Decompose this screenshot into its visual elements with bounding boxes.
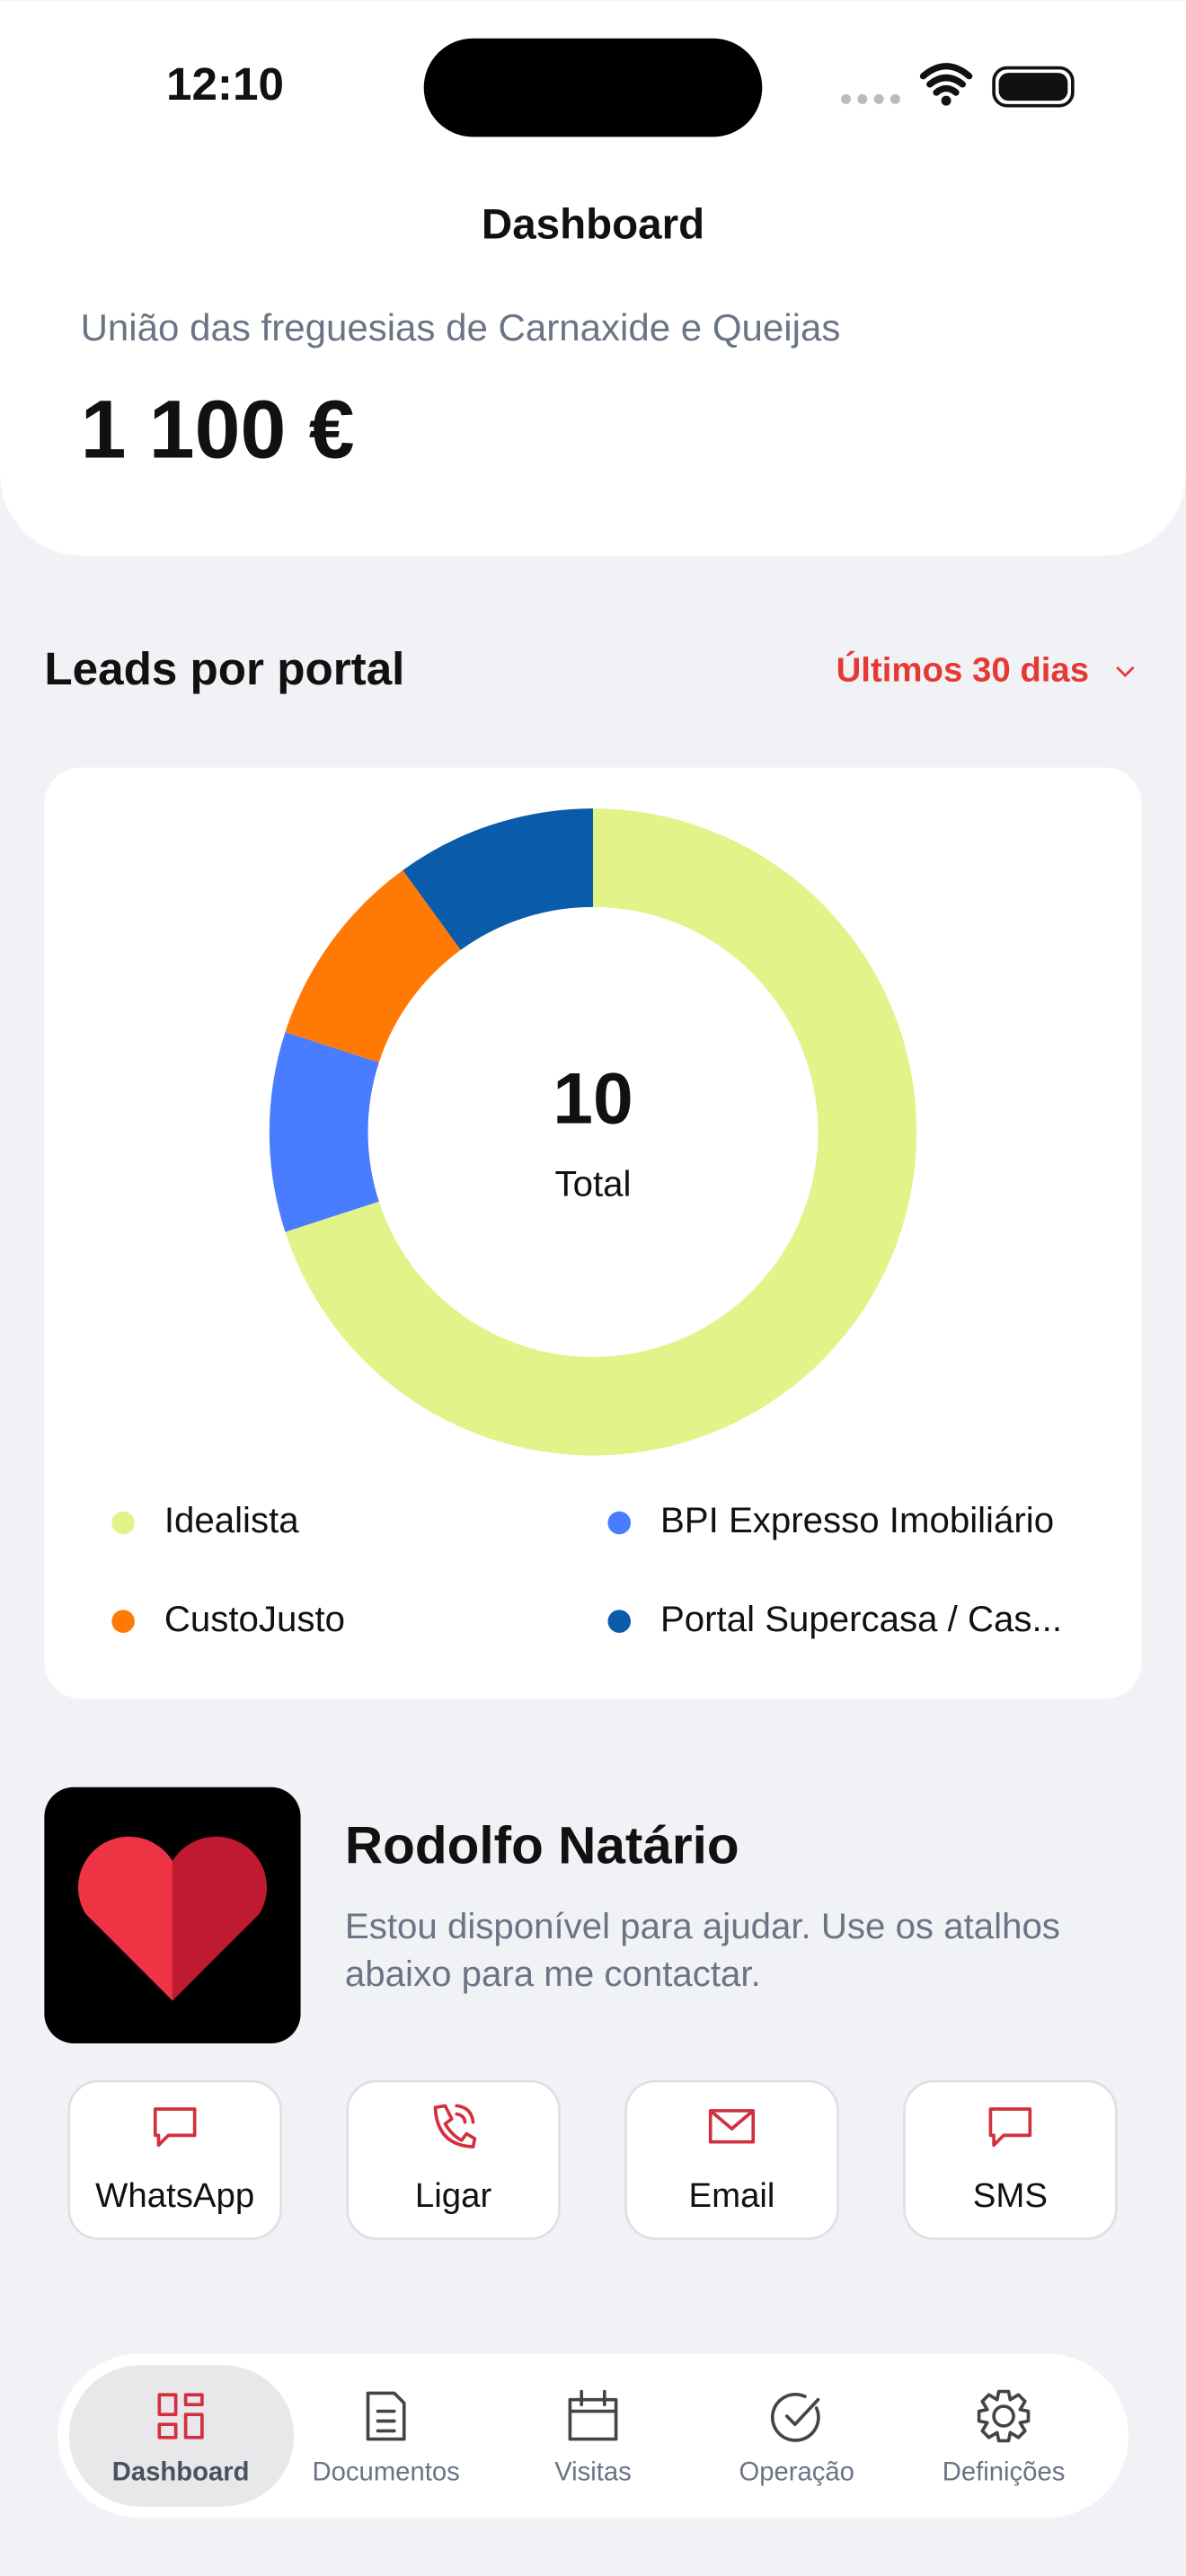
nav: Dashboard Documentos Visitas Operação Defini… <box>68 2365 1066 2507</box>
status-time: 12:10 <box>166 58 284 110</box>
donut-total-label: Total <box>555 1163 632 1204</box>
donut-total: 10 <box>553 1058 633 1139</box>
action-icon <box>433 2104 477 2149</box>
legend-label: BPI Expresso Imobiliário <box>660 1500 1054 1540</box>
action-button[interactable] <box>624 2079 839 2240</box>
donut-segment <box>285 808 917 1456</box>
page-title: Dashboard <box>482 201 704 249</box>
legend: Idealista BPI Expresso Imobiliário CustoJu… <box>111 1500 1062 1639</box>
action-button[interactable] <box>903 2079 1118 2240</box>
header-amount: 1 100 € <box>81 384 355 475</box>
donut-segment <box>403 808 593 950</box>
action-label: Ligar <box>415 2176 492 2215</box>
dynamic-island <box>423 38 763 137</box>
heart-right <box>172 1836 267 2001</box>
chevron <box>1116 666 1135 678</box>
nav-icon[interactable] <box>366 2391 406 2441</box>
nav-label[interactable]: Visitas <box>554 2458 632 2487</box>
donut <box>269 808 917 1456</box>
action-label: WhatsApp <box>95 2176 254 2215</box>
status-icons <box>841 63 1075 108</box>
action-button[interactable] <box>67 2079 283 2240</box>
donut-segment <box>269 1032 379 1232</box>
profile-description-box: Estou disponível para ajudar. Use os ata… <box>344 1905 1060 1995</box>
donut-segment <box>285 869 461 1063</box>
chart-card <box>44 767 1142 1699</box>
legend-label: Idealista <box>164 1500 299 1540</box>
legend-label: CustoJusto <box>164 1599 345 1639</box>
actions: WhatsApp Ligar Email SMS <box>67 2079 1118 2240</box>
nav-label[interactable]: Documentos <box>313 2458 460 2487</box>
action-icon <box>153 2107 197 2148</box>
nav-label[interactable]: Operação <box>739 2458 854 2487</box>
legend-marker <box>111 1610 135 1633</box>
period-select[interactable]: Últimos 30 dias <box>836 650 1090 690</box>
nav-icon[interactable] <box>568 2389 618 2441</box>
header-subtitle: União das freguesias de Carnaxide e Quei… <box>81 306 841 348</box>
action-button[interactable] <box>346 2079 561 2240</box>
action-icon <box>988 2107 1032 2148</box>
action-label: Email <box>689 2176 775 2215</box>
section-title: Leads por portal <box>44 643 404 694</box>
legend-label: Portal Supercasa / Cas... <box>660 1599 1062 1639</box>
nav-active-pill <box>68 2365 295 2507</box>
legend-marker <box>607 1610 632 1633</box>
nav-label[interactable]: Definições <box>943 2458 1066 2487</box>
legend-marker <box>607 1511 632 1535</box>
action-label: SMS <box>973 2176 1048 2215</box>
legend-marker <box>111 1511 135 1535</box>
nav-label[interactable]: Dashboard <box>112 2458 250 2487</box>
profile-name: Rodolfo Natário <box>345 1817 739 1875</box>
nav-bar <box>57 2353 1129 2519</box>
profile-description: Estou disponível para ajudar. Use os ata… <box>344 1905 1060 1995</box>
header-card <box>0 0 1186 556</box>
nav-icon[interactable] <box>770 2393 820 2442</box>
heart-left <box>77 1836 173 2001</box>
action-icon <box>708 2109 756 2144</box>
nav-icon[interactable] <box>157 2393 204 2439</box>
nav-icon[interactable] <box>977 2389 1031 2443</box>
